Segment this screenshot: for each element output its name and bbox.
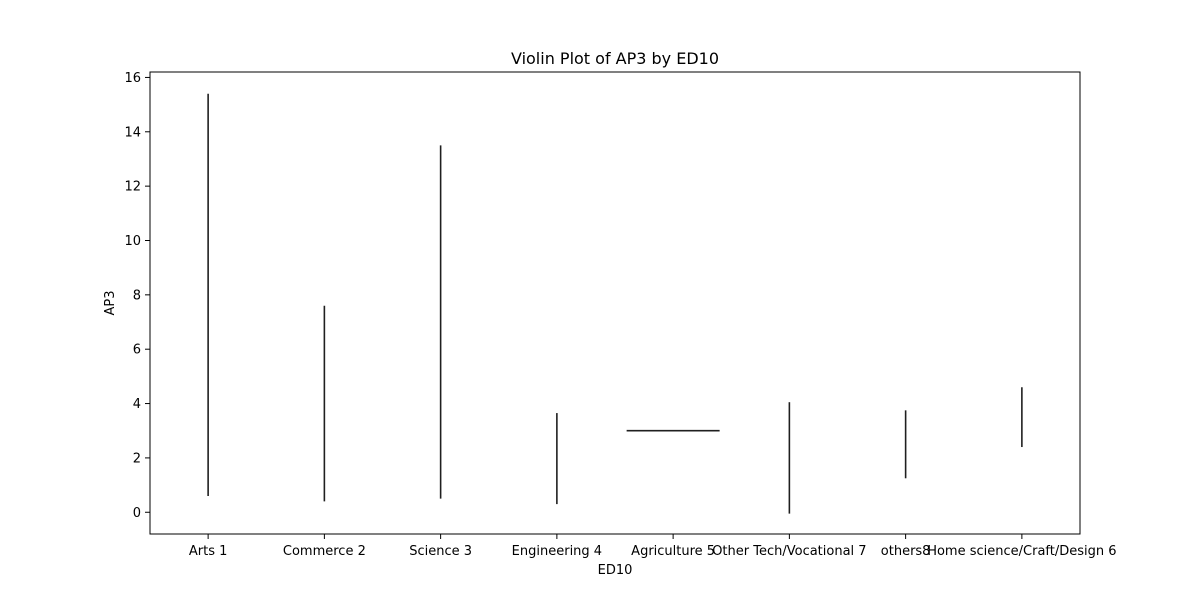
x-axis-title: ED10: [598, 563, 633, 578]
x-tick-label: Science 3: [409, 544, 472, 559]
x-tick-label: Agriculture 5: [631, 544, 715, 559]
y-axis-title: AP3: [103, 290, 118, 315]
x-tick-label: others8: [881, 544, 931, 559]
y-tick-label: 4: [133, 397, 141, 412]
y-tick-label: 10: [124, 234, 141, 249]
x-tick-label: Other Tech/Vocational 7: [712, 544, 866, 559]
y-tick-label: 2: [133, 451, 141, 466]
chart-title: Violin Plot of AP3 by ED10: [511, 49, 719, 68]
x-axis: Arts 1 Commerce 2 Science 3 Engineering 4 Ag…: [189, 534, 1117, 559]
y-tick-label: 8: [133, 288, 141, 303]
plot-area-frame: [149, 71, 1081, 535]
x-tick-label: Commerce 2: [283, 544, 366, 559]
y-axis: 0 2 4 6 8 10 12 14 16: [124, 71, 150, 521]
violin-marks: [207, 93, 1023, 514]
y-tick-label: 16: [124, 71, 141, 86]
x-tick-label: Arts 1: [189, 544, 228, 559]
y-tick-label: 12: [124, 180, 141, 195]
x-tick-label: Home science/Craft/Design 6: [927, 544, 1116, 559]
y-tick-label: 14: [124, 125, 141, 140]
y-tick-label: 0: [133, 506, 141, 521]
y-tick-label: 6: [133, 343, 141, 358]
x-tick-label: Engineering 4: [512, 544, 602, 559]
